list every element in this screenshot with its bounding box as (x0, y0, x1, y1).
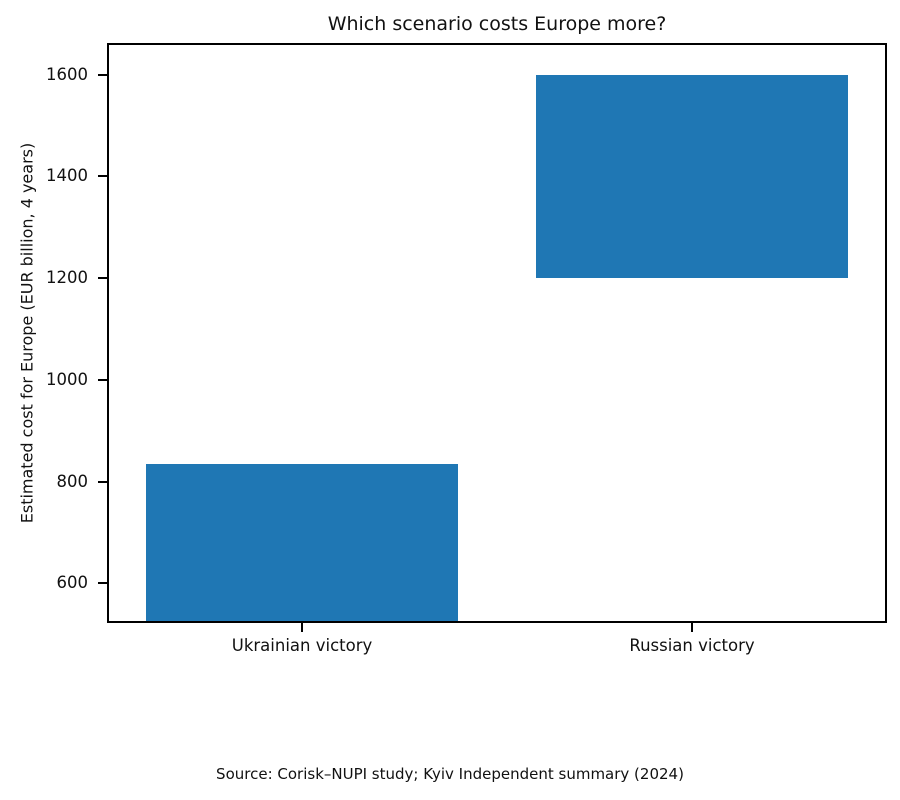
y-axis-tick-mark (98, 582, 107, 585)
bar-russian-victory (536, 74, 848, 279)
x-axis-tick-label-russian-victory: Russian victory (629, 636, 755, 655)
y-axis-label: Estimated cost for Europe (EUR billion, … (17, 142, 37, 524)
x-axis-tick-mark (691, 623, 693, 632)
chart-title: Which scenario costs Europe more? (327, 13, 667, 35)
y-axis-tick-label: 800 (56, 471, 89, 491)
y-axis-tick-mark (98, 378, 107, 381)
y-axis-tick-label: 1200 (46, 268, 88, 288)
bar-ukrainian-victory (146, 463, 458, 623)
y-axis-tick-mark (98, 480, 107, 483)
y-axis-tick-mark (98, 175, 107, 178)
x-axis-tick-label-ukrainian-victory: Ukrainian victory (231, 636, 373, 655)
x-axis-tick-mark (301, 623, 303, 632)
y-axis-tick-label: 600 (56, 573, 89, 593)
y-axis-tick-mark (98, 277, 107, 280)
y-axis-tick-mark (98, 73, 107, 76)
y-axis-tick-label: 1600 (46, 64, 88, 84)
y-axis-tick-label: 1000 (46, 369, 88, 389)
y-axis-tick-label: 1400 (46, 166, 88, 186)
source-note: Source: Corisk–NUPI study; Kyiv Independ… (216, 765, 684, 783)
